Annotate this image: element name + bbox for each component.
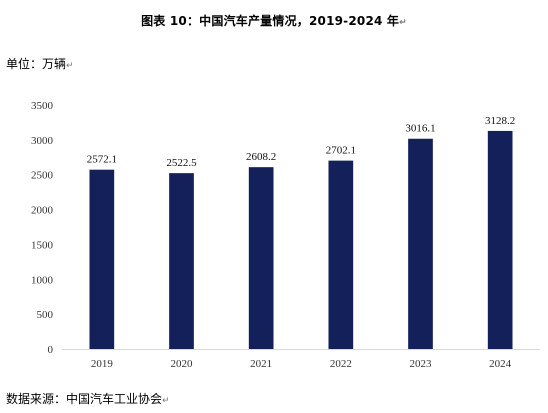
chart-title-text: 图表 10：中国汽车产量情况，2019-2024 年 — [141, 14, 400, 28]
x-tick-label: 2021 — [250, 358, 272, 370]
bar — [408, 138, 433, 349]
source-note-text: 数据来源：中国汽车工业协会 — [6, 392, 163, 406]
x-tick-label: 2019 — [91, 358, 114, 370]
chart-title: 图表 10：中国汽车产量情况，2019-2024 年↵ — [0, 12, 548, 29]
data-label: 3128.2 — [485, 115, 515, 127]
x-tick-label: 2022 — [330, 358, 352, 370]
data-label: 3016.1 — [405, 123, 435, 135]
y-tick-label: 2500 — [31, 170, 54, 182]
x-tick-label: 2023 — [410, 358, 433, 370]
source-note: 数据来源：中国汽车工业协会↵ — [6, 390, 170, 407]
x-tick-label: 2020 — [171, 358, 194, 370]
x-tick-label: 2024 — [489, 358, 512, 370]
unit-label: 单位：万辆↵ — [6, 55, 74, 72]
data-label: 2522.5 — [166, 157, 197, 169]
data-label: 2608.2 — [246, 151, 276, 163]
bar — [169, 173, 194, 349]
y-tick-label: 1000 — [31, 274, 54, 286]
paragraph-mark: ↵ — [66, 61, 74, 71]
bar — [248, 167, 274, 349]
paragraph-mark: ↵ — [399, 18, 407, 28]
bar — [487, 130, 513, 349]
y-tick-label: 3500 — [31, 100, 54, 112]
y-tick-label: 2000 — [31, 205, 54, 217]
y-tick-label: 3000 — [31, 135, 54, 147]
data-label: 2572.1 — [87, 154, 117, 166]
paragraph-mark: ↵ — [162, 396, 170, 406]
y-axis: 0 500 1000 1500 2000 2500 3000 3500 — [31, 100, 54, 356]
y-tick-label: 1500 — [31, 239, 54, 251]
unit-label-text: 单位：万辆 — [6, 57, 67, 71]
x-axis: 2019 2020 2021 2022 2023 2024 — [62, 349, 540, 370]
y-tick-label: 500 — [37, 309, 54, 321]
data-labels: 2572.1 2522.5 2608.2 2702.1 3016.1 3128.2 — [87, 115, 516, 169]
bar — [328, 160, 354, 349]
y-tick-label: 0 — [48, 344, 54, 356]
bar — [89, 169, 115, 349]
data-label: 2702.1 — [326, 145, 356, 157]
bars — [89, 130, 513, 349]
